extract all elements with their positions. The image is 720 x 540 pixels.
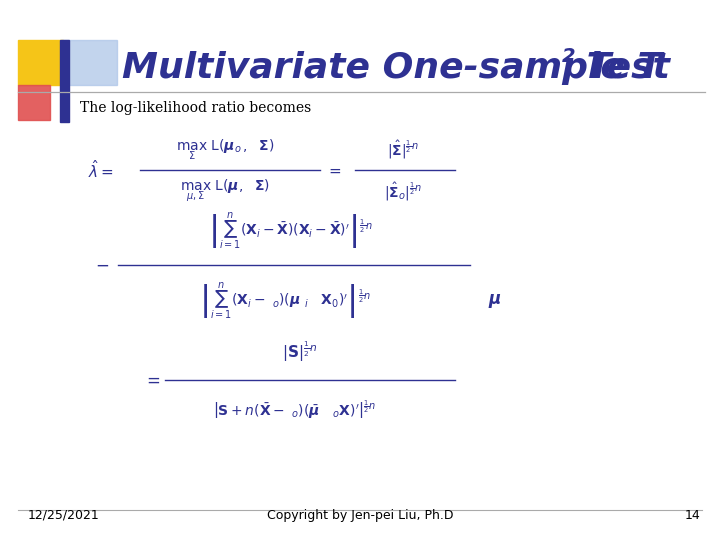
Bar — [62, 40, 117, 85]
Text: Test: Test — [574, 51, 670, 85]
Text: $|\hat{\boldsymbol{\Sigma}}|^{\frac{1}{2}n}$: $|\hat{\boldsymbol{\Sigma}}|^{\frac{1}{2… — [387, 139, 419, 161]
Text: $|\mathbf{S}|^{\frac{1}{2}n}$: $|\mathbf{S}|^{\frac{1}{2}n}$ — [282, 340, 318, 365]
Bar — [18, 85, 50, 120]
Text: 12/25/2021: 12/25/2021 — [28, 509, 100, 522]
Text: 14: 14 — [684, 509, 700, 522]
Text: $=$: $=$ — [326, 163, 342, 178]
Text: Multivariate One-sample T: Multivariate One-sample T — [122, 51, 662, 85]
Text: $\max_{\mu,\Sigma}\ \mathrm{L}(\boldsymbol{\mu},\ \ \boldsymbol{\Sigma})$: $\max_{\mu,\Sigma}\ \mathrm{L}(\boldsymb… — [180, 178, 270, 204]
Text: $-$: $-$ — [95, 256, 109, 274]
Text: $\boldsymbol{\mu}$: $\boldsymbol{\mu}$ — [488, 292, 502, 310]
Bar — [60, 40, 69, 122]
Text: The log-likelihood ratio becomes: The log-likelihood ratio becomes — [80, 101, 311, 115]
Text: $\left|\sum_{i=1}^{n}(\mathbf{X}_i - \ _o)(\boldsymbol{\mu}\ _i\quad \mathbf{X}_: $\left|\sum_{i=1}^{n}(\mathbf{X}_i - \ _… — [199, 280, 372, 322]
Text: $\left|\sum_{i=1}^{n}(\mathbf{X}_i - \bar{\mathbf{X}})(\mathbf{X}_i - \bar{\math: $\left|\sum_{i=1}^{n}(\mathbf{X}_i - \ba… — [207, 211, 372, 252]
Text: $|\hat{\boldsymbol{\Sigma}}_o|^{\frac{1}{2}n}$: $|\hat{\boldsymbol{\Sigma}}_o|^{\frac{1}… — [384, 181, 422, 203]
Bar — [18, 40, 63, 85]
Text: $=$: $=$ — [143, 371, 161, 389]
Text: 2: 2 — [562, 48, 575, 66]
Text: $\max_{\Sigma}\ \mathrm{L}(\boldsymbol{\mu}_o,\ \ \boldsymbol{\Sigma})$: $\max_{\Sigma}\ \mathrm{L}(\boldsymbol{\… — [176, 138, 274, 163]
Text: $\left|\mathbf{S} + n(\bar{\mathbf{X}} - \ _o)(\bar{\boldsymbol{\mu}}\quad{}_o\m: $\left|\mathbf{S} + n(\bar{\mathbf{X}} -… — [213, 399, 377, 421]
Text: Copyright by Jen-pei Liu, Ph.D: Copyright by Jen-pei Liu, Ph.D — [266, 509, 454, 522]
Text: $\hat{\lambda}=$: $\hat{\lambda}=$ — [88, 159, 114, 181]
